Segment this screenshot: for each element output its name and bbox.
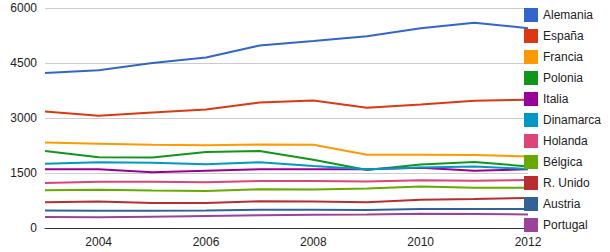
svg-text:Austria: Austria — [543, 197, 581, 211]
svg-text:Alemania: Alemania — [543, 8, 593, 22]
svg-text:4500: 4500 — [10, 56, 37, 70]
svg-text:1500: 1500 — [10, 166, 37, 180]
svg-text:R. Unido: R. Unido — [543, 176, 590, 190]
svg-text:6000: 6000 — [10, 1, 37, 15]
svg-text:Portugal: Portugal — [543, 218, 588, 232]
svg-text:2004: 2004 — [85, 235, 112, 249]
svg-text:2008: 2008 — [300, 235, 327, 249]
svg-text:2010: 2010 — [407, 235, 434, 249]
svg-text:2006: 2006 — [193, 235, 220, 249]
svg-text:3000: 3000 — [10, 111, 37, 125]
svg-text:0: 0 — [30, 221, 37, 235]
svg-text:Italia: Italia — [543, 92, 569, 106]
svg-text:Dinamarca: Dinamarca — [543, 113, 601, 127]
svg-text:España: España — [543, 29, 584, 43]
svg-text:2012: 2012 — [515, 235, 542, 249]
svg-text:Bélgica: Bélgica — [543, 155, 583, 169]
svg-text:Holanda: Holanda — [543, 134, 588, 148]
svg-text:Francia: Francia — [543, 50, 583, 64]
svg-text:Polonia: Polonia — [543, 71, 583, 85]
